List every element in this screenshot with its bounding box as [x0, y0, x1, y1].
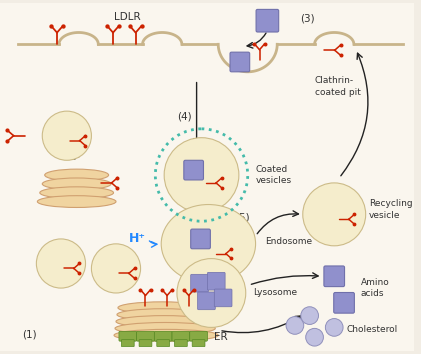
Ellipse shape: [117, 309, 209, 320]
Text: ER: ER: [214, 332, 228, 342]
Text: Coated
vesicles: Coated vesicles: [256, 165, 292, 185]
FancyBboxPatch shape: [197, 292, 215, 310]
Text: Cholesterol: Cholesterol: [346, 325, 397, 334]
Ellipse shape: [303, 183, 366, 246]
Text: Golgi: Golgi: [53, 150, 80, 160]
Text: LDLR: LDLR: [115, 12, 141, 22]
FancyBboxPatch shape: [191, 274, 208, 292]
Text: (4): (4): [178, 111, 192, 121]
FancyBboxPatch shape: [184, 160, 203, 180]
Ellipse shape: [42, 111, 91, 160]
Circle shape: [306, 329, 323, 346]
Text: (2): (2): [47, 252, 61, 262]
FancyBboxPatch shape: [334, 292, 354, 313]
Ellipse shape: [36, 239, 85, 288]
Ellipse shape: [37, 196, 116, 207]
FancyBboxPatch shape: [230, 52, 250, 72]
FancyBboxPatch shape: [324, 266, 344, 287]
Ellipse shape: [161, 205, 256, 283]
FancyBboxPatch shape: [208, 272, 225, 290]
Ellipse shape: [91, 244, 141, 293]
FancyBboxPatch shape: [137, 331, 155, 341]
FancyBboxPatch shape: [119, 331, 137, 341]
Ellipse shape: [45, 169, 109, 181]
FancyBboxPatch shape: [191, 229, 210, 249]
Text: H⁺: H⁺: [129, 233, 146, 245]
Text: (3): (3): [300, 14, 314, 24]
Circle shape: [286, 316, 304, 334]
FancyBboxPatch shape: [172, 331, 190, 341]
Circle shape: [301, 307, 319, 325]
FancyBboxPatch shape: [157, 340, 170, 347]
Ellipse shape: [177, 258, 246, 327]
Ellipse shape: [114, 329, 218, 341]
FancyBboxPatch shape: [256, 10, 279, 32]
Ellipse shape: [40, 187, 114, 199]
FancyBboxPatch shape: [121, 340, 134, 347]
Text: Lysosome: Lysosome: [253, 289, 298, 297]
FancyBboxPatch shape: [139, 340, 152, 347]
Text: Clathrin-
coated pit: Clathrin- coated pit: [314, 76, 360, 97]
Text: Endosome: Endosome: [265, 238, 312, 246]
Text: (5): (5): [235, 212, 250, 222]
Ellipse shape: [116, 316, 212, 327]
Ellipse shape: [118, 302, 206, 314]
Ellipse shape: [115, 322, 215, 334]
Ellipse shape: [164, 138, 239, 212]
FancyBboxPatch shape: [190, 331, 208, 341]
FancyBboxPatch shape: [192, 340, 205, 347]
Text: Amino
acids: Amino acids: [361, 278, 389, 298]
FancyBboxPatch shape: [155, 331, 172, 341]
FancyBboxPatch shape: [174, 340, 187, 347]
Ellipse shape: [42, 178, 111, 190]
Text: (1): (1): [22, 329, 37, 339]
Text: Recycling
vesicle: Recycling vesicle: [369, 199, 412, 220]
FancyBboxPatch shape: [214, 289, 232, 307]
Circle shape: [325, 319, 343, 336]
